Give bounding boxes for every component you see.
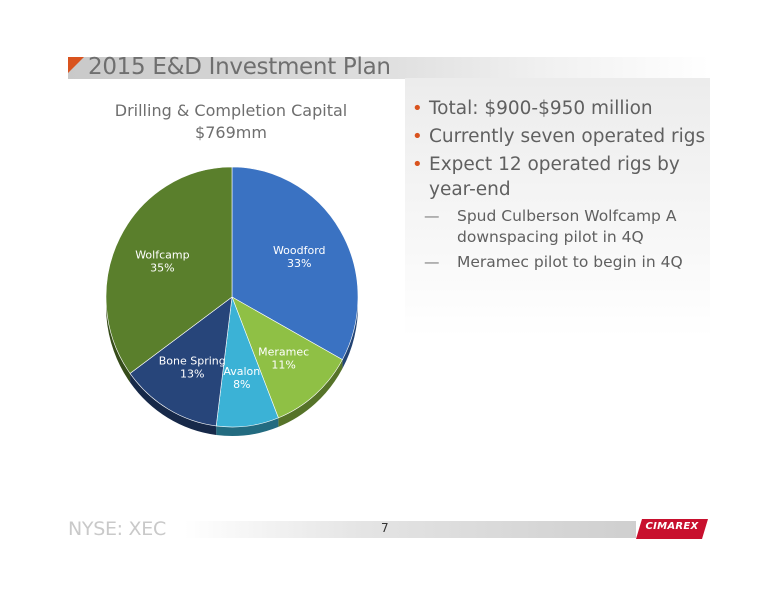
sub-bullet-text: Spud Culberson Wolfcamp A downspacing pi… <box>457 207 677 246</box>
bullet-text: Total: $900-$950 million <box>429 98 653 119</box>
bullet-list: • Total: $900-$950 million • Currently s… <box>412 96 712 277</box>
sub-bullet-text: Meramec pilot to begin in 4Q <box>457 253 683 271</box>
slice-label: Bone Spring <box>159 354 226 367</box>
chart-title-block: Drilling & Completion Capital $769mm <box>100 100 362 144</box>
dash-icon: — <box>424 253 440 271</box>
pie-slice-woodford <box>231 166 359 361</box>
bullet-dot-icon: • <box>412 98 423 119</box>
bullet-dot-icon: • <box>412 154 423 175</box>
title-accent-triangle <box>68 57 84 73</box>
sub-bullet-item: — Meramec pilot to begin in 4Q <box>412 252 712 273</box>
company-logo <box>636 519 708 539</box>
pie-slice-meramec <box>231 296 343 419</box>
bullet-item: • Currently seven operated rigs <box>412 124 712 149</box>
chart-subtitle: $769mm <box>195 123 267 142</box>
page-number: 7 <box>381 521 389 535</box>
footer-bar <box>184 521 636 538</box>
slice-value-label: 11% <box>271 358 295 371</box>
bullet-text: Expect 12 operated rigs by year-end <box>429 154 680 200</box>
chart-title: Drilling & Completion Capital <box>114 101 348 120</box>
title-bar <box>68 57 710 79</box>
slice-label: Avalon <box>223 365 260 378</box>
slice-value-label: 8% <box>233 378 250 391</box>
logo-text: CIMAREX <box>645 521 699 532</box>
sub-bullet-item: — Spud Culberson Wolfcamp A downspacing … <box>412 206 712 248</box>
slice-label: Woodford <box>273 244 326 257</box>
slice-value-label: 35% <box>150 261 174 274</box>
bullet-item: • Total: $900-$950 million <box>412 96 712 121</box>
dash-icon: — <box>424 207 440 225</box>
pie-slice-side-wolfcamp <box>106 167 232 383</box>
slice-label: Meramec <box>258 345 309 358</box>
bullet-text: Currently seven operated rigs <box>429 126 706 147</box>
bullet-item: • Expect 12 operated rigs by year-end <box>412 152 712 202</box>
pie-slice-wolfcamp <box>105 166 233 374</box>
slide-title: 2015 E&D Investment Plan <box>88 54 391 80</box>
pie-slice-bone-spring <box>129 296 233 427</box>
bullet-panel-background <box>405 78 710 338</box>
slice-value-label: 33% <box>287 257 311 270</box>
footer-ticker: NYSE: XEC <box>68 518 166 540</box>
slice-label: Wolfcamp <box>135 248 189 261</box>
pie-slice-side-avalon <box>216 417 279 436</box>
bullet-dot-icon: • <box>412 126 423 147</box>
slice-value-label: 13% <box>180 367 204 380</box>
pie-slice-side-bone-spring <box>130 373 217 435</box>
